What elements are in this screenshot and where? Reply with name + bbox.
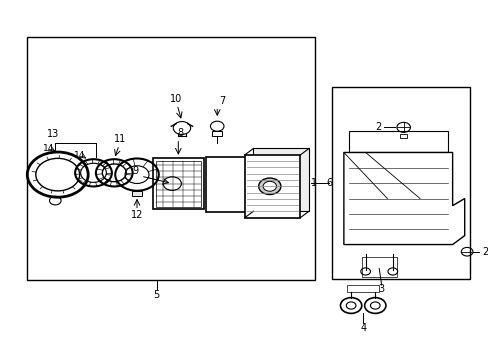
Text: 7: 7 [219,96,225,106]
Text: 9: 9 [132,166,138,176]
Bar [153,158,203,209]
Text: 4: 4 [359,323,366,333]
Text: 13: 13 [47,129,59,139]
Circle shape [263,181,276,191]
Bar [244,155,300,218]
Bar [131,191,142,196]
Text: 1: 1 [310,178,316,188]
Text: 14: 14 [43,144,55,153]
Bar [400,134,406,138]
Bar [156,161,201,207]
Text: 10: 10 [170,94,182,104]
Bar [212,131,222,136]
Text: 2: 2 [374,122,381,132]
Bar [331,87,468,279]
Bar [206,157,247,212]
Text: 8: 8 [177,128,183,138]
Bar [27,37,314,280]
Circle shape [163,177,181,190]
Text: 3: 3 [378,284,384,294]
Text: 5: 5 [153,291,160,301]
Text: 12: 12 [131,210,143,220]
Text: 6: 6 [325,178,332,188]
Text: 11: 11 [114,135,126,144]
Bar [346,285,378,292]
Text: 2: 2 [481,247,488,257]
Bar [361,257,396,277]
Circle shape [258,178,280,194]
Bar [253,148,308,211]
Text: 14: 14 [74,151,85,160]
